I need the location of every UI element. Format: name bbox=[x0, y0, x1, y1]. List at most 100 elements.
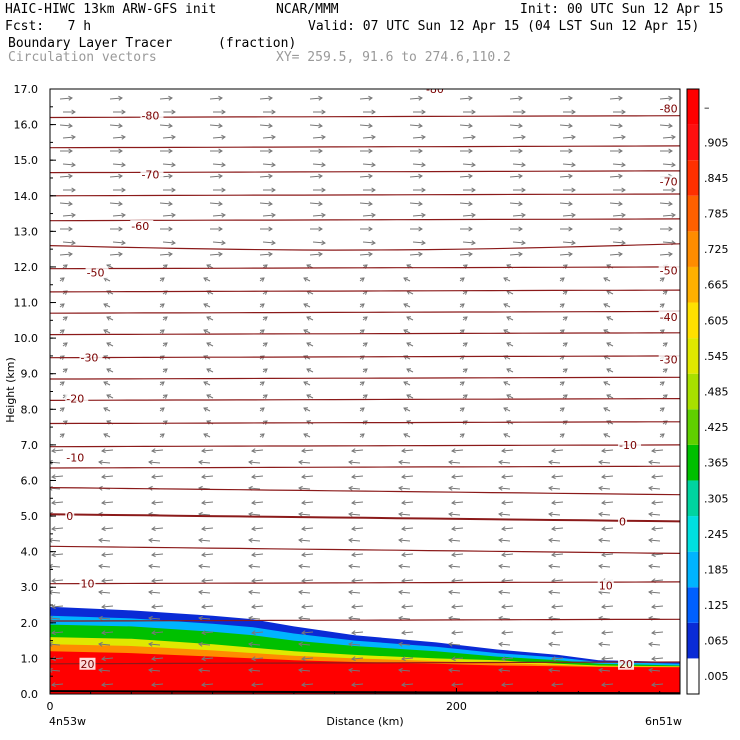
vector-head bbox=[301, 474, 306, 480]
circulation-vector bbox=[248, 617, 261, 620]
tracer-layer-red bbox=[50, 651, 680, 694]
circulation-vector bbox=[506, 342, 514, 347]
contour-label: 10 bbox=[80, 578, 94, 591]
vector-head bbox=[406, 316, 412, 321]
circulation-vector bbox=[412, 163, 426, 166]
vector-head bbox=[162, 394, 168, 399]
vector-head bbox=[459, 407, 465, 412]
vector-head bbox=[401, 656, 406, 662]
vector-head bbox=[401, 604, 406, 610]
colorbar-swatch bbox=[687, 160, 699, 196]
vector-head bbox=[618, 95, 623, 101]
vector-head bbox=[598, 537, 603, 543]
circulation-vector bbox=[103, 407, 111, 412]
circulation-vector bbox=[648, 513, 661, 516]
circulation-vector bbox=[651, 605, 664, 608]
vector-head bbox=[603, 407, 609, 412]
circulation-vector bbox=[206, 264, 214, 269]
vector-head bbox=[648, 667, 653, 673]
circulation-vector bbox=[109, 175, 123, 178]
vector-head bbox=[321, 212, 326, 218]
vector-head bbox=[259, 433, 265, 438]
circulation-vector bbox=[401, 553, 414, 556]
vector-head bbox=[121, 187, 126, 193]
circulation-vector bbox=[248, 487, 261, 490]
vector-head bbox=[401, 500, 406, 506]
circulation-vector bbox=[448, 669, 461, 672]
vector-head bbox=[103, 407, 109, 412]
vector-head bbox=[601, 682, 606, 688]
vector-head bbox=[618, 201, 623, 207]
vector-head bbox=[468, 95, 473, 101]
circulation-vector bbox=[398, 643, 411, 646]
circulation-vector bbox=[51, 475, 64, 478]
vector-head bbox=[351, 682, 356, 688]
vector-head bbox=[171, 109, 176, 115]
circulation-vector bbox=[406, 394, 414, 399]
vector-head bbox=[251, 604, 256, 610]
vector-head bbox=[151, 448, 156, 454]
vector-head bbox=[468, 226, 473, 232]
vector-head bbox=[248, 459, 253, 465]
vector-head bbox=[548, 563, 553, 569]
circulation-vector bbox=[251, 449, 264, 452]
vector-head bbox=[498, 537, 503, 543]
circulation-vector bbox=[198, 617, 211, 620]
vector-head bbox=[168, 95, 173, 101]
circulation-vector bbox=[148, 539, 161, 542]
circulation-vector bbox=[606, 316, 614, 321]
circulation-vector bbox=[562, 241, 576, 244]
vector-head bbox=[51, 552, 56, 558]
circulation-vector bbox=[509, 124, 523, 127]
circulation-vector bbox=[651, 527, 664, 530]
circulation-vector bbox=[259, 124, 273, 127]
circulation-vector bbox=[648, 565, 661, 568]
vector-head bbox=[303, 407, 309, 412]
circulation-vector bbox=[198, 513, 211, 516]
circulation-vector bbox=[148, 669, 161, 672]
vector-head bbox=[151, 500, 156, 506]
terrain-line bbox=[50, 690, 680, 694]
y-tick-label: 13.0 bbox=[14, 225, 39, 238]
circulation-vector bbox=[59, 202, 73, 205]
vector-head bbox=[51, 604, 56, 610]
vector-head bbox=[562, 342, 568, 347]
isotherm-line bbox=[50, 421, 680, 425]
vector-head bbox=[362, 420, 368, 425]
vector-head bbox=[618, 226, 623, 232]
circulation-vector bbox=[459, 97, 473, 100]
vector-head bbox=[50, 563, 53, 569]
circulation-vector bbox=[301, 683, 314, 686]
x-end-label-right: 6n51w bbox=[645, 715, 682, 728]
circulation-vector bbox=[598, 461, 611, 464]
circulation-vector bbox=[401, 631, 414, 634]
vector-head bbox=[671, 134, 676, 140]
circulation-vector bbox=[512, 163, 526, 166]
circulation-vector bbox=[598, 565, 611, 568]
vector-head bbox=[348, 537, 353, 543]
vector-head bbox=[451, 500, 456, 506]
vector-head bbox=[206, 316, 212, 321]
vector-head bbox=[401, 526, 406, 532]
circulation-vector bbox=[559, 97, 573, 100]
circulation-vector bbox=[401, 657, 414, 660]
vector-head bbox=[259, 303, 265, 308]
circulation-vector bbox=[409, 175, 423, 178]
circulation-vector bbox=[151, 553, 164, 556]
circulation-vector bbox=[401, 683, 414, 686]
vector-head bbox=[621, 187, 626, 193]
vector-head bbox=[301, 604, 306, 610]
isotherm-line bbox=[50, 218, 680, 222]
vector-head bbox=[521, 212, 526, 218]
vector-head bbox=[618, 123, 623, 129]
circulation-vector bbox=[648, 669, 661, 672]
vector-head bbox=[148, 615, 153, 621]
vector-head bbox=[506, 394, 512, 399]
colorbar-label: .785 bbox=[704, 208, 729, 221]
vector-head bbox=[598, 485, 603, 491]
vector-head bbox=[648, 589, 653, 595]
circulation-vector bbox=[403, 381, 411, 386]
circulation-vector bbox=[662, 163, 676, 166]
colorbar-swatch bbox=[687, 89, 699, 125]
vector-head bbox=[671, 162, 676, 168]
